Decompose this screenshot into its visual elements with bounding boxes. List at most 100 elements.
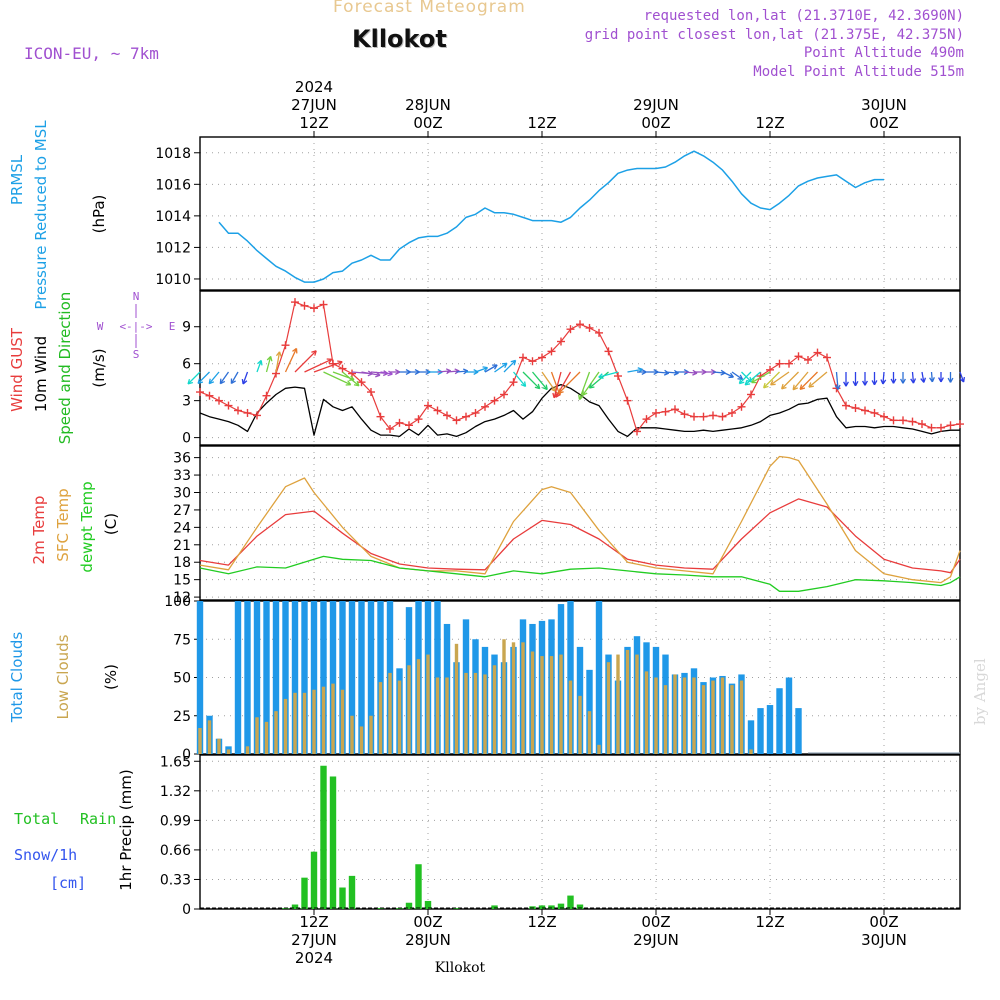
low-cloud-bar [369, 715, 373, 754]
y-tick-label: 9 [182, 320, 191, 336]
arrow-head [454, 368, 460, 372]
low-cloud-bar [283, 698, 288, 754]
arrow-head [862, 380, 866, 386]
gust-marker [813, 348, 822, 357]
low-cloud-bar [473, 672, 478, 754]
low-cloud-bar [739, 680, 744, 754]
low-cloud-bar [407, 665, 411, 754]
wind-direction-arrow [938, 372, 944, 383]
watermark: by Angel [971, 658, 989, 725]
low-cloud-bar [245, 746, 250, 754]
low-cloud-bar [331, 683, 335, 754]
wind-direction-arrow [230, 371, 239, 385]
wind-direction-arrow [588, 371, 609, 389]
gust-marker [775, 359, 784, 368]
arrow-shaft [655, 371, 669, 374]
low-cloud-bar [321, 686, 326, 754]
wind-direction-arrow [558, 371, 581, 394]
gust-marker [509, 378, 518, 387]
gust-marker [699, 412, 708, 421]
low-cloud-bar [597, 744, 601, 754]
arrow-shaft [361, 371, 381, 376]
arrow-head [959, 378, 965, 383]
time-label-bottom: 28JUN [405, 931, 451, 949]
low-cloud-bar [720, 677, 725, 754]
arrow-shaft [744, 371, 761, 386]
gust-marker [709, 411, 717, 420]
arrow-shaft [627, 368, 643, 373]
arrow-shaft [522, 371, 541, 390]
low-cloud-bar [530, 651, 535, 754]
compass-s: S [133, 348, 140, 361]
gust-marker [690, 412, 698, 421]
compass-e: E [169, 320, 176, 333]
gust-marker [899, 416, 907, 425]
gust-marker [870, 408, 879, 417]
arrow-shaft [684, 371, 698, 374]
arrow-head [792, 387, 799, 391]
time-label-bottom: 12Z [755, 913, 784, 931]
rain-bar [567, 895, 574, 909]
rain-bar [377, 908, 384, 909]
arrow-head [902, 378, 906, 384]
arrow-head [208, 381, 215, 385]
arrow-head [637, 367, 643, 370]
arrow-head [542, 387, 548, 391]
arrow-shaft [456, 370, 468, 373]
gust-marker [500, 390, 508, 399]
low-cloud-bar [578, 695, 582, 754]
arrow-head [437, 371, 443, 375]
total-cloud-bar [196, 601, 204, 754]
low-cloud-bar [587, 711, 592, 754]
gust-marker [224, 401, 233, 410]
gust-marker [405, 421, 413, 430]
arrow-head [356, 380, 360, 387]
gust-marker [823, 353, 831, 362]
snow-label: Snow/1h [14, 846, 77, 864]
low-cloud-bar [635, 654, 639, 754]
arrow-head [739, 374, 744, 380]
gust-marker [462, 412, 470, 421]
arrow-head [347, 380, 352, 386]
temp-2m-label: 2m Temp [30, 496, 48, 565]
arrow-shaft [808, 371, 828, 388]
low-cloud-bar [302, 692, 307, 754]
arrow-head [558, 391, 564, 394]
wind-direction-arrow [770, 371, 790, 386]
low-cloud-bar [644, 671, 649, 754]
arrow-shaft [799, 371, 818, 390]
arrow-head [641, 369, 647, 373]
gust-marker [281, 341, 290, 350]
low-cloud-bar [568, 680, 573, 754]
y-tick-label: 15 [173, 573, 191, 589]
wind-direction-arrow [900, 372, 906, 384]
total-cloud-bar [234, 601, 242, 754]
wind-direction-arrow [409, 369, 420, 375]
chart-title: Forecast Meteogram [333, 0, 526, 17]
wind-gust-label: Wind GUST [8, 327, 26, 412]
arrow-head [781, 386, 787, 390]
arrow-head [781, 383, 784, 390]
gust-marker [424, 401, 432, 410]
model-label: ICON-EU, ~ 7km [24, 44, 159, 63]
arrow-head [534, 386, 540, 390]
arrow-shaft [532, 371, 548, 390]
y-tick-label: 36 [173, 451, 191, 467]
rain-bar [320, 765, 327, 909]
y-tick-label: 6 [182, 357, 191, 373]
y-tick-label: 3 [182, 394, 191, 410]
wind-direction-arrow [475, 366, 489, 373]
total-cloud-bar [348, 601, 356, 754]
low-cloud-bar [312, 689, 316, 754]
wind-label: 10m Wind [32, 336, 50, 412]
total-cloud-bar [776, 688, 783, 754]
y-tick-label: 12 [173, 590, 191, 606]
arrow-head [938, 377, 942, 383]
arrow-head [910, 378, 915, 384]
low-cloud-bar [502, 639, 506, 754]
precip-unit: 1hr Precip (mm) [117, 769, 135, 890]
gust-marker [414, 415, 423, 424]
arrow-head [578, 394, 581, 400]
arrow-shaft [792, 371, 809, 391]
